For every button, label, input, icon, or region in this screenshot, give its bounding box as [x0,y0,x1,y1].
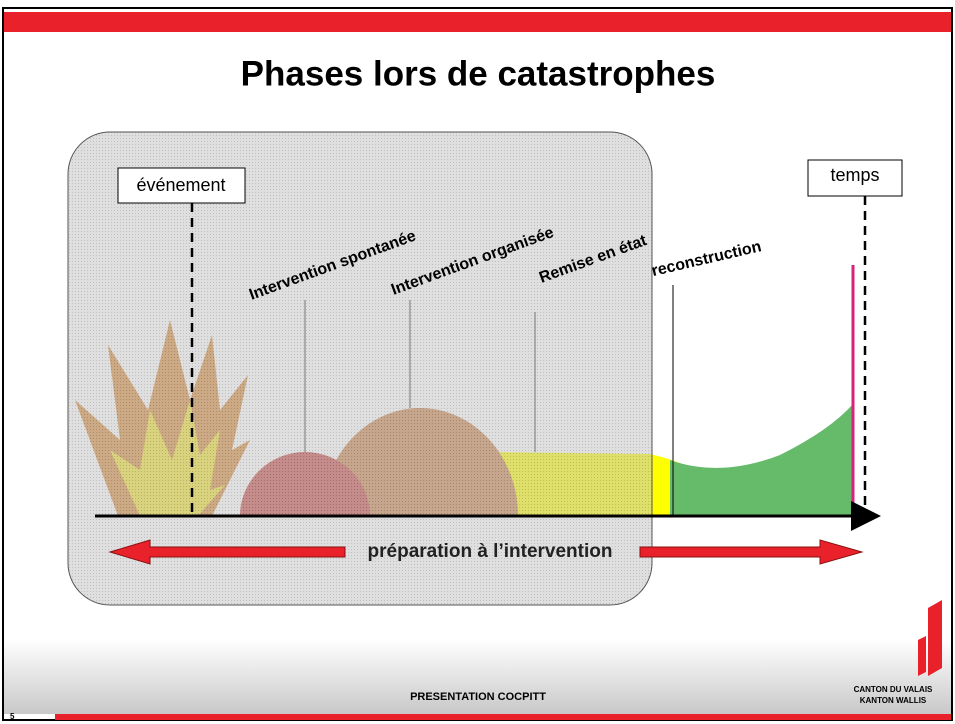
logo-text: CANTON DU VALAIS [854,685,933,694]
top-band [4,12,951,32]
time-label: temps [830,165,879,185]
title: Phases lors de catastrophes [241,54,716,93]
logo-text: KANTON WALLIS [860,696,927,705]
footer-text: PRESENTATION COCPITT [410,691,546,703]
bottom-band [55,714,951,720]
slide: Phases lors de catastrophes événement te… [0,0,955,724]
page-number: 5 [10,712,15,721]
arrow-label: préparation à l’intervention [368,541,613,562]
event-label: événement [136,175,225,195]
